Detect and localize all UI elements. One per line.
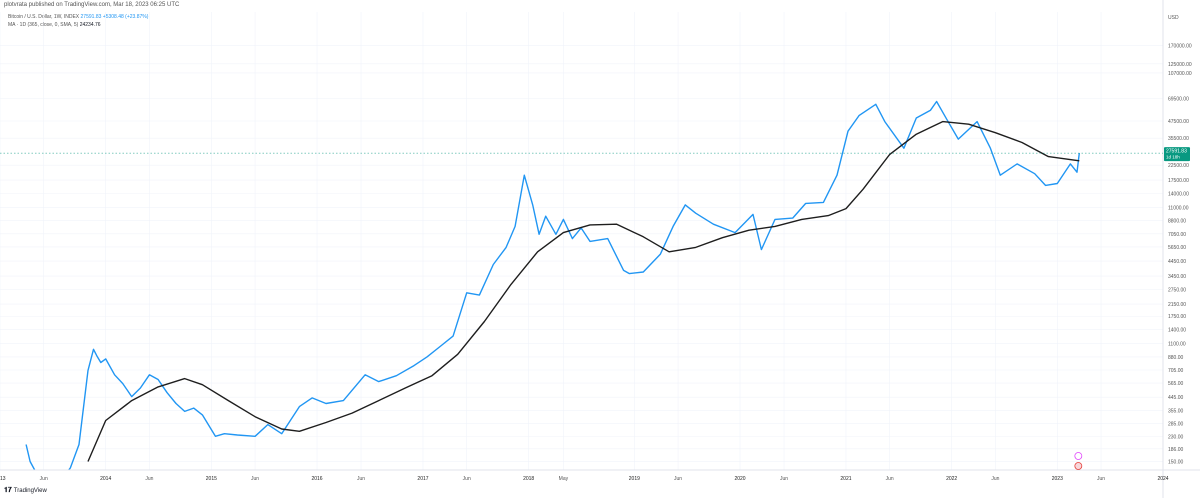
y-tick-label: 880.00 — [1168, 355, 1184, 361]
y-tick-label: 186.00 — [1168, 447, 1184, 453]
y-tick-label: 705.00 — [1168, 368, 1184, 374]
y-tick-label: 47500.00 — [1168, 119, 1189, 125]
y-tick-label: 14000.00 — [1168, 191, 1189, 197]
flag-marker-icon[interactable] — [1074, 462, 1083, 470]
x-tick-label: Jun — [463, 476, 471, 482]
y-tick-label: 11000.00 — [1168, 206, 1189, 212]
x-tick-label: 2023 — [1052, 476, 1063, 482]
y-tick-label: 150.00 — [1168, 460, 1184, 466]
x-tick-label: 2022 — [946, 476, 957, 482]
y-tick-label: 69500.00 — [1168, 96, 1189, 102]
y-tick-label: 8800.00 — [1168, 219, 1186, 225]
x-axis[interactable]: 2013 Jun 2014 Jun 2015 Jun 2016 Jun 2017 Jun 2018 M… — [0, 469, 1200, 482]
grid — [0, 12, 1164, 470]
x-tick-label: 2013 — [0, 476, 6, 482]
x-tick-label: Jun — [886, 476, 894, 482]
ma-value: 24234.76 — [79, 22, 101, 28]
y-tick-label: 230.00 — [1168, 434, 1184, 440]
y-tick-label: 17500.00 — [1168, 178, 1189, 184]
x-tick-label: 2015 — [206, 476, 217, 482]
x-tick-label: 2014 — [100, 476, 111, 482]
moving-average-line[interactable] — [87, 120, 1080, 462]
last-price-value: 27591.83 — [1166, 149, 1187, 155]
tradingview-logo-icon: 𝟏𝟕 — [4, 487, 12, 494]
y-axis[interactable]: USD 170000.00 125000.00 107000.00 69500.00 47… — [1162, 0, 1192, 498]
symbol-values: 27591.83 +5308.48 (+23.87%) — [80, 14, 149, 20]
y-tick-label: 5650.00 — [1168, 245, 1186, 251]
y-tick-label: 1400.00 — [1168, 327, 1186, 333]
price-line[interactable] — [25, 100, 1080, 492]
x-tick-label: 2020 — [734, 476, 745, 482]
y-tick-label: 107000.00 — [1168, 71, 1192, 77]
y-tick-label: 22500.00 — [1168, 163, 1189, 169]
y-tick-label: 7050.00 — [1168, 232, 1186, 238]
x-tick-label: 2016 — [311, 476, 322, 482]
y-tick-label: 4450.00 — [1168, 259, 1186, 265]
x-tick-label: May — [559, 476, 569, 482]
x-tick-label: Jun — [1097, 476, 1105, 482]
ma-legend: MA · 1D (365, close, 0, SMA, 5) 24234.76 — [8, 22, 101, 28]
series-layer — [25, 100, 1080, 492]
x-tick-label: 2017 — [417, 476, 428, 482]
y-tick-label: 125000.00 — [1168, 62, 1192, 68]
tradingview-logo[interactable]: 𝟏𝟕 TradingView — [4, 487, 47, 495]
y-tick-label: 565.00 — [1168, 381, 1184, 387]
y-tick-label: 35500.00 — [1168, 136, 1189, 142]
y-tick-label: 3450.00 — [1168, 274, 1186, 280]
y-tick-label: 1100.00 — [1168, 342, 1186, 348]
y-tick-label: 170000.00 — [1168, 44, 1192, 50]
last-price-badge — [1164, 147, 1190, 162]
x-tick-label: Jun — [357, 476, 365, 482]
x-tick-label: Jun — [991, 476, 999, 482]
published-caption: plotvrata published on TradingView.com, … — [4, 2, 180, 8]
event-marker-icon[interactable] — [1074, 452, 1083, 460]
x-tick-label: 2021 — [840, 476, 851, 482]
ma-name[interactable]: MA · 1D (365, close, 0, SMA, 5) — [8, 22, 79, 28]
y-tick-label: 2750.00 — [1168, 288, 1186, 294]
y-tick-label: 2150.00 — [1168, 302, 1186, 308]
last-price-countdown: 1d 18h — [1166, 155, 1180, 160]
y-axis-unit: USD — [1168, 15, 1179, 21]
x-tick-label: 2018 — [523, 476, 534, 482]
x-tick-label: Jun — [780, 476, 788, 482]
y-tick-label: 355.00 — [1168, 409, 1184, 415]
x-tick-label: Jun — [674, 476, 682, 482]
y-tick-label: 285.00 — [1168, 422, 1184, 428]
x-tick-label: Jun — [40, 476, 48, 482]
x-tick-label: Jun — [251, 476, 259, 482]
tradingview-brand-text: TradingView — [13, 488, 47, 494]
y-tick-label: 1750.00 — [1168, 314, 1186, 320]
x-tick-label: 2019 — [629, 476, 640, 482]
x-tick-label: Jun — [145, 476, 153, 482]
x-tick-label: 2024 — [1157, 476, 1168, 482]
y-tick-label: 445.00 — [1168, 395, 1184, 401]
